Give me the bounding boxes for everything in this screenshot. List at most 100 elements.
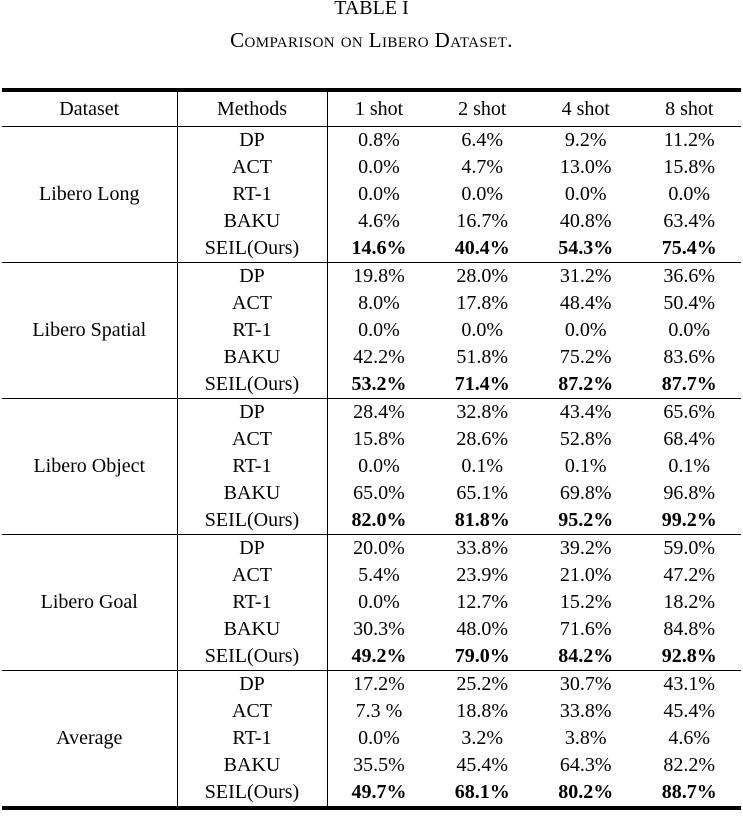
value-cell: 87.7% [661, 373, 717, 395]
value-cell: 7.3 % [355, 700, 403, 722]
method-name: BAKU [177, 480, 328, 507]
value-cell: 4.6% [668, 727, 711, 749]
method-name: DP [177, 262, 328, 290]
value-cell: 33.8% [559, 700, 612, 722]
method-name: RT-1 [177, 181, 328, 208]
method-name: DP [177, 670, 328, 698]
method-name: SEIL(Ours) [177, 235, 328, 263]
table-row: BAKU 65.0% 65.1% 69.8% 96.8% [2, 480, 741, 507]
value-cell: 87.2% [558, 373, 614, 395]
method-name: RT-1 [177, 725, 328, 752]
value-cell: 8.0% [358, 292, 400, 314]
method-name: DP [177, 398, 328, 426]
dataset-name: Libero Spatial [2, 262, 178, 399]
value-cell: 68.1% [454, 781, 510, 803]
column-header-dataset: Dataset [2, 90, 178, 127]
value-cell: 51.8% [456, 346, 509, 368]
value-cell: 0.0% [358, 727, 400, 749]
dataset-name: Libero Object [2, 398, 178, 535]
value-cell: 17.2% [353, 673, 405, 695]
value-cell: 64.3% [559, 754, 612, 776]
value-cell: 4.6% [358, 210, 400, 232]
value-cell: 39.2% [559, 537, 612, 559]
value-cell: 0.0% [358, 156, 400, 178]
table-row: RT-1 0.0% 0.1% 0.1% 0.1% [2, 453, 741, 480]
value-cell: 15.8% [663, 156, 716, 178]
value-cell: 20.0% [353, 537, 405, 559]
column-header-4shot: 4 shot [534, 90, 638, 127]
column-header-2shot: 2 shot [430, 90, 534, 127]
value-cell: 0.0% [358, 319, 400, 341]
value-cell: 0.0% [668, 319, 711, 341]
value-cell: 50.4% [663, 292, 716, 314]
table-row: Libero Goal DP 20.0% 33.8% 39.2% 59.0% [2, 534, 741, 671]
table-row: RT-1 0.0% 0.0% 0.0% 0.0% [2, 317, 741, 344]
value-cell: 65.6% [663, 401, 716, 423]
value-cell: 16.7% [456, 210, 509, 232]
method-name: SEIL(Ours) [177, 643, 328, 671]
value-cell: 92.8% [661, 645, 717, 667]
value-cell: 79.0% [454, 645, 510, 667]
value-cell: 43.1% [663, 673, 716, 695]
value-cell: 25.2% [456, 673, 509, 695]
value-cell: 21.0% [559, 564, 612, 586]
value-cell: 82.0% [351, 509, 407, 531]
value-cell: 71.4% [454, 373, 510, 395]
value-cell: 49.7% [351, 781, 407, 803]
value-cell: 28.0% [456, 265, 509, 287]
value-cell: 63.4% [663, 210, 716, 232]
method-name: ACT [177, 698, 328, 725]
value-cell: 9.2% [564, 129, 607, 151]
value-cell: 35.5% [353, 754, 405, 776]
method-name: DP [177, 534, 328, 562]
method-name: BAKU [177, 752, 328, 779]
value-cell: 28.4% [353, 401, 405, 423]
dataset-name: Libero Goal [2, 534, 178, 671]
value-cell: 48.4% [559, 292, 612, 314]
value-cell: 40.8% [559, 210, 612, 232]
column-header-8shot: 8 shot [637, 90, 741, 127]
table-row: ACT 5.4% 23.9% 21.0% 47.2% [2, 562, 741, 589]
table-row: ACT 7.3 % 18.8% 33.8% 45.4% [2, 698, 741, 725]
value-cell: 52.8% [559, 428, 612, 450]
value-cell: 33.8% [456, 537, 509, 559]
dataset-group: Libero Goal DP 20.0% 33.8% 39.2% 59.0% ACT 5.4%… [2, 534, 741, 671]
value-cell: 17.8% [456, 292, 509, 314]
method-name: ACT [177, 426, 328, 453]
value-cell: 0.1% [461, 455, 504, 477]
method-name: RT-1 [177, 317, 328, 344]
table-row: Libero Object DP 28.4% 32.8% 43.4% 65.6% [2, 398, 741, 535]
value-cell: 0.1% [564, 455, 607, 477]
method-name: SEIL(Ours) [177, 507, 328, 535]
value-cell: 45.4% [456, 754, 509, 776]
value-cell: 0.0% [668, 183, 711, 205]
table-row: Libero Long DP 0.8% 6.4% 9.2% 11.2% [2, 126, 741, 263]
value-cell: 88.7% [661, 781, 717, 803]
value-cell: 75.4% [661, 237, 717, 259]
table-row: Average DP 17.2% 25.2% 30.7% 43.1% [2, 670, 741, 808]
table-row: RT-1 0.0% 12.7% 15.2% 18.2% [2, 589, 741, 616]
value-cell: 42.2% [353, 346, 405, 368]
table-row: Libero Spatial DP 19.8% 28.0% 31.2% 36.6% [2, 262, 741, 399]
table-row: SEIL(Ours) 53.2% 71.4% 87.2% 87.7% [2, 371, 741, 399]
table-row: BAKU 35.5% 45.4% 64.3% 82.2% [2, 752, 741, 779]
dataset-group: Libero Object DP 28.4% 32.8% 43.4% 65.6% ACT 15… [2, 398, 741, 535]
dataset-group: Average DP 17.2% 25.2% 30.7% 43.1% ACT 7.3 % 18.… [2, 670, 741, 808]
value-cell: 28.6% [456, 428, 509, 450]
dataset-name: Libero Long [2, 126, 178, 263]
value-cell: 11.2% [663, 129, 715, 151]
value-cell: 36.6% [663, 265, 716, 287]
value-cell: 13.0% [559, 156, 612, 178]
value-cell: 0.1% [668, 455, 711, 477]
method-name: RT-1 [177, 589, 328, 616]
value-cell: 80.2% [558, 781, 614, 803]
method-name: SEIL(Ours) [177, 371, 328, 399]
value-cell: 45.4% [663, 700, 716, 722]
value-cell: 31.2% [559, 265, 612, 287]
value-cell: 81.8% [454, 509, 510, 531]
column-header-methods: Methods [177, 90, 328, 127]
table-row: SEIL(Ours) 49.2% 79.0% 84.2% 92.8% [2, 643, 741, 671]
value-cell: 71.6% [559, 618, 612, 640]
value-cell: 32.8% [456, 401, 509, 423]
